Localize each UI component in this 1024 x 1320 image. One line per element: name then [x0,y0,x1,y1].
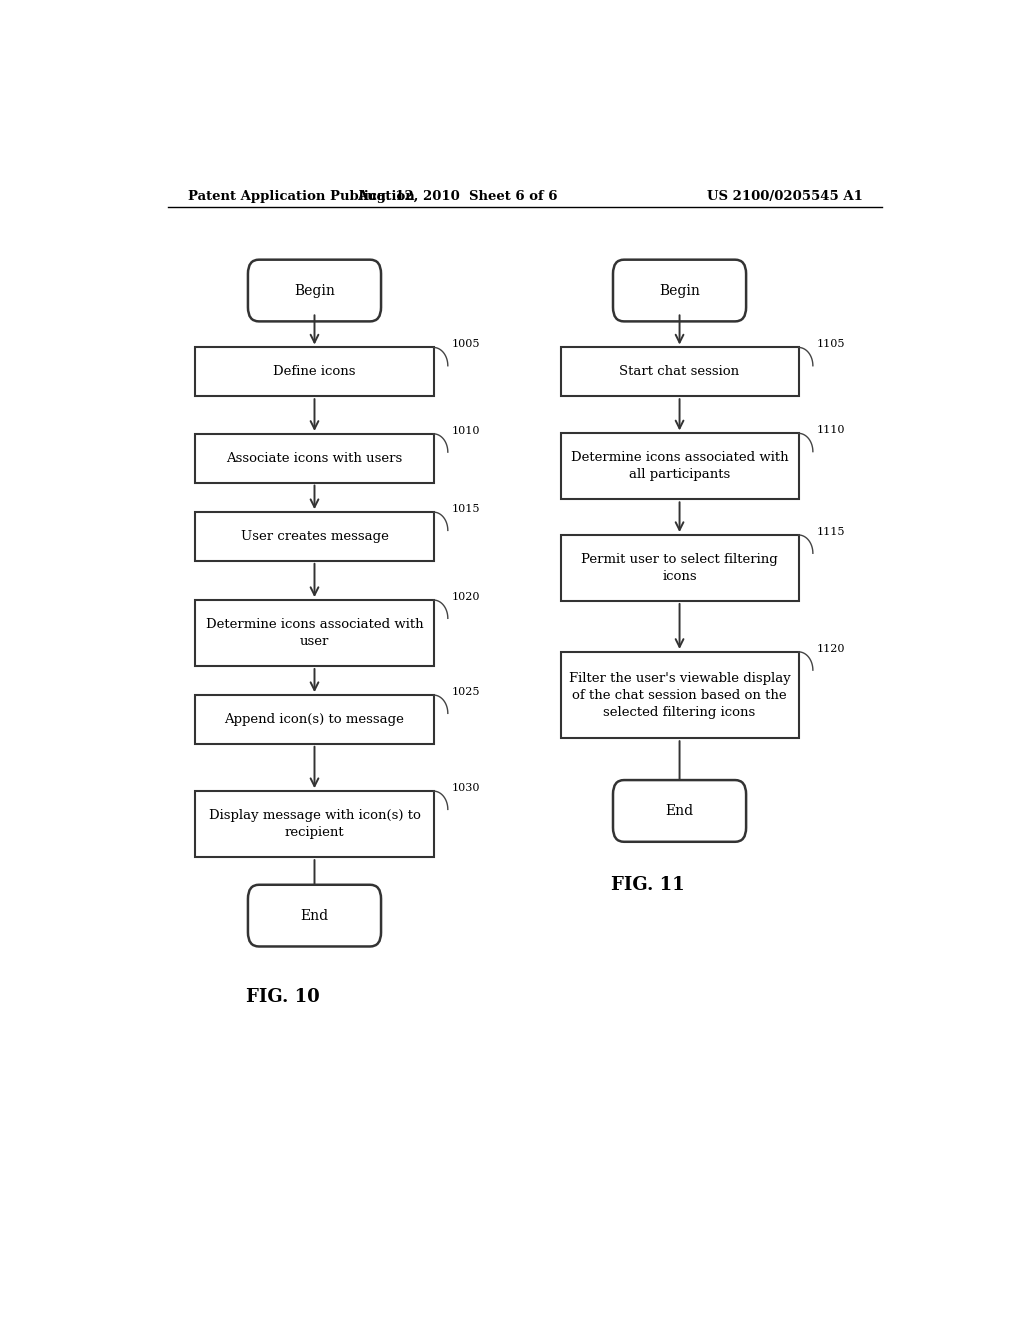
Text: Determine icons associated with
all participants: Determine icons associated with all part… [570,451,788,482]
Text: End: End [666,804,693,818]
Text: User creates message: User creates message [241,531,388,543]
FancyBboxPatch shape [560,535,799,601]
FancyBboxPatch shape [613,780,746,842]
Text: Start chat session: Start chat session [620,366,739,379]
Text: Determine icons associated with
user: Determine icons associated with user [206,618,423,648]
Text: FIG. 11: FIG. 11 [611,876,685,894]
FancyBboxPatch shape [613,260,746,321]
FancyBboxPatch shape [560,652,799,738]
Text: 1005: 1005 [452,339,480,350]
Text: 1120: 1120 [817,644,846,653]
Text: End: End [300,908,329,923]
Text: Patent Application Publication: Patent Application Publication [187,190,415,202]
Text: 1020: 1020 [452,591,480,602]
Text: 1105: 1105 [817,339,846,350]
FancyBboxPatch shape [196,791,433,857]
FancyBboxPatch shape [560,433,799,499]
Text: Begin: Begin [659,284,700,297]
Text: Begin: Begin [294,284,335,297]
Text: Define icons: Define icons [273,366,355,379]
Text: 1010: 1010 [452,426,480,436]
FancyBboxPatch shape [196,696,433,744]
Text: FIG. 10: FIG. 10 [246,987,319,1006]
Text: Permit user to select filtering
icons: Permit user to select filtering icons [582,553,778,583]
FancyBboxPatch shape [196,434,433,483]
FancyBboxPatch shape [560,347,799,396]
Text: 1110: 1110 [817,425,846,436]
Text: Aug. 12, 2010  Sheet 6 of 6: Aug. 12, 2010 Sheet 6 of 6 [357,190,558,202]
Text: Display message with icon(s) to
recipient: Display message with icon(s) to recipien… [209,809,421,840]
Text: US 2100/0205545 A1: US 2100/0205545 A1 [708,190,863,202]
Text: 1115: 1115 [817,527,846,537]
Text: Append icon(s) to message: Append icon(s) to message [224,713,404,726]
Text: 1030: 1030 [452,783,480,793]
FancyBboxPatch shape [248,260,381,321]
FancyBboxPatch shape [248,884,381,946]
FancyBboxPatch shape [196,601,433,667]
Text: 1015: 1015 [452,504,480,513]
Text: Filter the user's viewable display
of the chat session based on the
selected fil: Filter the user's viewable display of th… [568,672,791,718]
Text: Associate icons with users: Associate icons with users [226,451,402,465]
FancyBboxPatch shape [196,512,433,561]
FancyBboxPatch shape [196,347,433,396]
Text: 1025: 1025 [452,686,480,697]
